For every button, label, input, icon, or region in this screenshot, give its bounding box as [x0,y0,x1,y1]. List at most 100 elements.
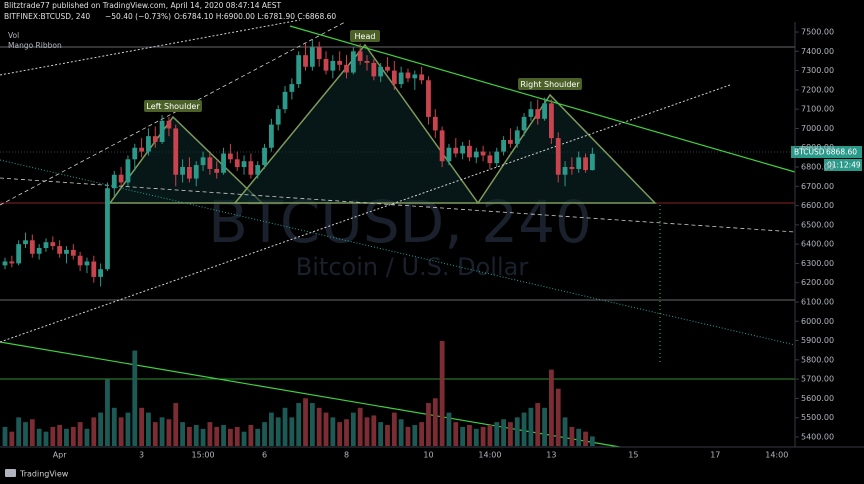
candle-body [241,161,247,168]
volume-bar [337,422,343,446]
volume-bar [180,422,185,446]
volume-bar [364,417,370,446]
candle-body [187,167,192,179]
volume-bar [64,428,69,446]
candle-body [105,188,110,270]
volume-bar [125,412,131,446]
volume-bar [241,431,247,446]
volume-bar [105,379,110,446]
candle-body [371,62,377,77]
y-tick-label: 6200.00 [801,278,834,287]
candle-body [555,138,561,175]
candle-body [528,109,534,117]
volume-bar [589,436,595,446]
price-tag-symbol: BTCUSD [794,148,825,157]
volume-bar [378,422,384,446]
x-tick-label: 15:00 [192,451,215,460]
x-tick-label: 10 [423,451,433,460]
volume-bar [419,422,425,446]
channel-line [0,21,346,206]
candle-body [542,103,547,119]
candle-body [569,167,575,169]
candle-body [446,147,452,162]
volume-bar [9,431,15,446]
y-tick-label: 5400.00 [801,432,834,441]
annotation: Left Shoulder [146,102,200,111]
candle-body [57,246,63,254]
candle-body [132,147,138,160]
candle-body [439,130,445,162]
volume-bar [221,425,226,446]
volume-bar [303,398,308,446]
price-tag [791,146,862,158]
trend-line [289,25,796,173]
volume-bar [323,412,329,446]
y-tick-label: 5600.00 [801,394,834,403]
volume-bar [159,417,165,446]
publisher: Blitztrade77 published on TradingView.co… [4,1,282,10]
volume-bar [98,412,104,446]
candle-body [391,70,397,85]
x-tick-label: 8 [344,451,349,460]
volume-bar [255,428,261,446]
candle-body [549,103,554,139]
y-tick-label: 7000.00 [801,124,834,133]
volume-bar [514,417,520,446]
candle-body [426,80,431,117]
candle-body [508,140,513,144]
candle-body [29,240,35,254]
candle-body [357,51,363,61]
candle-body [344,64,349,73]
volume-bar [132,350,138,446]
candle-body [576,157,582,169]
indicator: Vol [8,31,19,40]
volume-bar [555,388,561,446]
candle-body [460,145,466,154]
y-tick-label: 6000.00 [801,317,834,326]
candle-body [91,261,97,277]
volume-bar [453,422,459,446]
candle-body [514,130,520,144]
candle-body [419,74,425,81]
candle-body [255,165,261,175]
candle-body [248,161,254,175]
candle-body [180,167,185,175]
volume-bar [146,412,151,446]
volume-bar [200,428,206,446]
right-shoulder-shape [476,93,657,204]
x-tick-label: 14:00 [765,451,788,460]
candle-body [275,109,281,125]
volume-bar [316,407,322,446]
volume-bar [385,425,390,446]
x-tick-label: 3 [139,451,144,460]
volume-bar [36,428,42,446]
y-tick-label: 6500.00 [801,220,834,229]
candle-body [77,255,83,266]
candle-body [227,153,233,160]
volume-bar [562,417,568,446]
volume-bar [405,426,411,446]
marks [2,39,595,446]
y-tick-label: 5800.00 [801,355,834,364]
candle-body [316,47,322,60]
candle-body [152,136,158,142]
y-tick-label: 7100.00 [801,105,834,114]
countdown-tag [824,159,862,171]
volume-bar [173,403,179,446]
candle-body [405,72,411,79]
volume-bar [344,419,349,446]
candle-body [303,55,308,67]
candle-body [467,145,472,158]
candle-body [159,120,165,142]
volume-bar [289,417,295,446]
candle-body [118,174,124,183]
head-shape [233,43,480,204]
annotation-box [518,78,582,90]
y-tick-label: 7200.00 [801,85,834,94]
price-tag-price: 6868.60 [826,148,857,157]
volume-bar [111,407,117,446]
volume-bar [296,403,302,446]
candle-body [262,147,267,166]
volume-bar [248,425,254,446]
